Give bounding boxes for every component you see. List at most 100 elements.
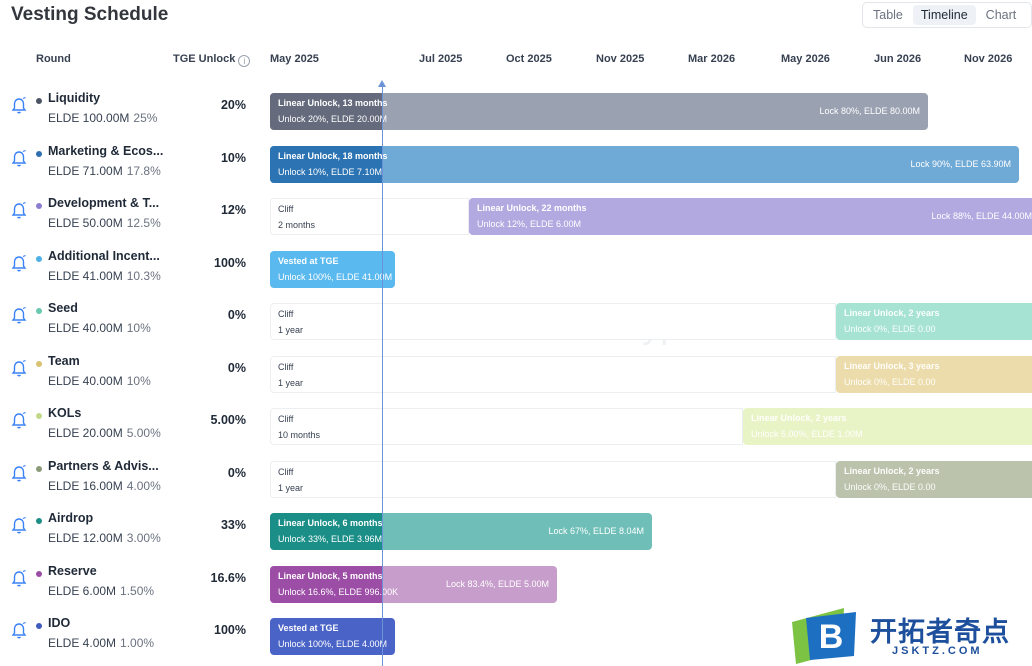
round-color-dot bbox=[36, 361, 42, 367]
unlock-bar[interactable]: Vested at TGE Unlock 100%, ELDE 41.00M bbox=[270, 251, 395, 288]
unlock-bar[interactable]: Linear Unlock, 2 years Unlock 0%, ELDE 0.… bbox=[836, 303, 1032, 340]
bell-icon[interactable] bbox=[11, 412, 27, 430]
bell-icon[interactable] bbox=[11, 307, 27, 325]
round-amount: ELDE 4.00M 1.00% bbox=[48, 636, 155, 650]
bell-icon[interactable] bbox=[11, 570, 27, 588]
tge-unlock-value: 100% bbox=[214, 256, 246, 270]
logo-domain: JSKTZ.COM bbox=[892, 645, 983, 657]
cliff-duration: 10 months bbox=[278, 430, 321, 440]
round-color-dot bbox=[36, 413, 42, 419]
timeline-date: May 2026 bbox=[781, 53, 830, 65]
round-amount: ELDE 50.00M 12.5% bbox=[48, 216, 161, 230]
bell-icon[interactable] bbox=[11, 622, 27, 640]
unlock-detail: Unlock 20%, ELDE 20.00M bbox=[278, 114, 388, 124]
bell-icon[interactable] bbox=[11, 360, 27, 378]
round-percent: 1.50% bbox=[120, 584, 155, 598]
timeline-date: May 2025 bbox=[270, 53, 319, 65]
timeline-date: Jul 2025 bbox=[419, 53, 463, 65]
cliff-title: Cliff bbox=[278, 414, 294, 424]
unlock-detail: Unlock 100%, ELDE 41.00M bbox=[278, 272, 393, 282]
unlock-detail: Unlock 10%, ELDE 7.10M bbox=[278, 167, 383, 177]
tge-column-header: TGE Unlock i bbox=[173, 53, 251, 67]
jsktz-logo-icon: B bbox=[792, 608, 856, 664]
timeline-date: Nov 2025 bbox=[596, 53, 645, 65]
round-name[interactable]: IDO bbox=[48, 616, 71, 630]
tge-unlock-value: 100% bbox=[214, 623, 246, 637]
cliff-segment[interactable]: Cliff 1 year bbox=[270, 356, 836, 393]
tge-unlock-value: 20% bbox=[220, 98, 246, 112]
view-option-timeline[interactable]: Timeline bbox=[912, 5, 976, 25]
cliff-title: Cliff bbox=[278, 362, 294, 372]
unlock-bar[interactable]: Linear Unlock, 2 years Unlock 0%, ELDE 0.… bbox=[836, 461, 1032, 498]
round-name[interactable]: Marketing & Ecos... bbox=[48, 144, 164, 158]
round-name[interactable]: Liquidity bbox=[48, 91, 101, 105]
cliff-segment[interactable]: Cliff 10 months bbox=[270, 408, 743, 445]
unlock-bar[interactable]: Linear Unlock, 6 months Unlock 33%, ELDE … bbox=[270, 513, 652, 550]
view-option-table[interactable]: Table bbox=[873, 8, 903, 22]
round-color-dot bbox=[36, 256, 42, 262]
today-marker-arrow-icon bbox=[378, 80, 386, 87]
round-name[interactable]: Team bbox=[48, 354, 80, 368]
round-name[interactable]: KOLs bbox=[48, 406, 82, 420]
unlock-bar[interactable]: Linear Unlock, 22 months Unlock 12%, ELDE… bbox=[469, 198, 1032, 235]
unlock-bar[interactable]: Linear Unlock, 5 months Unlock 16.6%, ELD… bbox=[270, 566, 557, 603]
view-toggle: Table Timeline Chart bbox=[862, 2, 1032, 28]
bell-icon[interactable] bbox=[11, 255, 27, 273]
vesting-row-7: Partners & Advis... ELDE 16.00M 4.00% 0% Cli… bbox=[0, 454, 1032, 506]
cliff-title: Cliff bbox=[278, 204, 294, 214]
round-color-dot bbox=[36, 623, 42, 629]
round-amount: ELDE 41.00M 10.3% bbox=[48, 269, 161, 283]
round-percent: 25% bbox=[133, 111, 158, 125]
bell-icon[interactable] bbox=[11, 517, 27, 535]
cliff-title: Cliff bbox=[278, 309, 294, 319]
cliff-segment[interactable]: Cliff 1 year bbox=[270, 461, 836, 498]
bell-icon[interactable] bbox=[11, 97, 27, 115]
round-color-dot bbox=[36, 571, 42, 577]
round-percent: 10% bbox=[126, 374, 151, 388]
unlock-bar[interactable]: Linear Unlock, 2 years Unlock 5.00%, ELDE… bbox=[743, 408, 1032, 445]
page-title: Vesting Schedule bbox=[11, 4, 169, 25]
round-name[interactable]: Partners & Advis... bbox=[48, 459, 159, 473]
timeline-date: Jun 2026 bbox=[874, 53, 922, 65]
tge-unlock-value: 16.6% bbox=[210, 571, 246, 585]
unlock-detail: Unlock 0%, ELDE 0.00 bbox=[844, 482, 936, 492]
round-name[interactable]: Airdrop bbox=[48, 511, 94, 525]
lock-label: Lock 83.4%, ELDE 5.00M bbox=[445, 579, 549, 589]
unlock-label: Vested at TGE bbox=[278, 256, 339, 266]
round-color-dot bbox=[36, 98, 42, 104]
round-color-dot bbox=[36, 308, 42, 314]
round-color-dot bbox=[36, 151, 42, 157]
round-name[interactable]: Development & T... bbox=[48, 196, 160, 210]
bell-icon[interactable] bbox=[11, 202, 27, 220]
tge-unlock-value: 5.00% bbox=[210, 413, 246, 427]
unlock-bar[interactable]: Vested at TGE Unlock 100%, ELDE 4.00M bbox=[270, 618, 395, 655]
unlock-label: Linear Unlock, 5 months bbox=[278, 571, 383, 581]
round-name[interactable]: Additional Incent... bbox=[48, 249, 160, 263]
unlock-detail: Unlock 12%, ELDE 6.00M bbox=[477, 219, 582, 229]
round-percent: 5.00% bbox=[126, 426, 161, 440]
round-name[interactable]: Seed bbox=[48, 301, 78, 315]
unlock-detail: Unlock 0%, ELDE 0.00 bbox=[844, 324, 936, 334]
unlock-bar[interactable]: Linear Unlock, 13 months Unlock 20%, ELDE… bbox=[270, 93, 928, 130]
bell-icon[interactable] bbox=[11, 465, 27, 483]
unlock-detail: Unlock 16.6%, ELDE 996.00K bbox=[278, 587, 399, 597]
unlock-detail: Unlock 5.00%, ELDE 1.00M bbox=[751, 429, 863, 439]
vesting-row-0: Liquidity ELDE 100.00M 25% 20% Linear Unlock… bbox=[0, 86, 1032, 138]
round-percent: 12.5% bbox=[126, 216, 161, 230]
lock-label: Lock 90%, ELDE 63.90M bbox=[910, 159, 1011, 169]
cliff-segment[interactable]: Cliff 1 year bbox=[270, 303, 836, 340]
unlock-bar[interactable]: Linear Unlock, 18 months Unlock 10%, ELDE… bbox=[270, 146, 1019, 183]
info-icon[interactable]: i bbox=[238, 55, 251, 67]
cliff-segment[interactable]: Cliff 2 months bbox=[270, 198, 469, 235]
tge-unlock-value: 12% bbox=[220, 203, 246, 217]
view-option-chart[interactable]: Chart bbox=[985, 8, 1017, 22]
unlock-label: Linear Unlock, 22 months bbox=[477, 203, 587, 213]
round-name[interactable]: Reserve bbox=[48, 564, 97, 578]
bell-icon[interactable] bbox=[11, 150, 27, 168]
unlock-bar[interactable]: Linear Unlock, 3 years Unlock 0%, ELDE 0.… bbox=[836, 356, 1032, 393]
lock-label: Lock 67%, ELDE 8.04M bbox=[548, 526, 644, 536]
round-amount: ELDE 6.00M 1.50% bbox=[48, 584, 155, 598]
unlock-label: Linear Unlock, 3 years bbox=[844, 361, 940, 371]
unlock-detail: Unlock 33%, ELDE 3.96M bbox=[278, 534, 383, 544]
unlock-label: Linear Unlock, 6 months bbox=[278, 518, 383, 528]
